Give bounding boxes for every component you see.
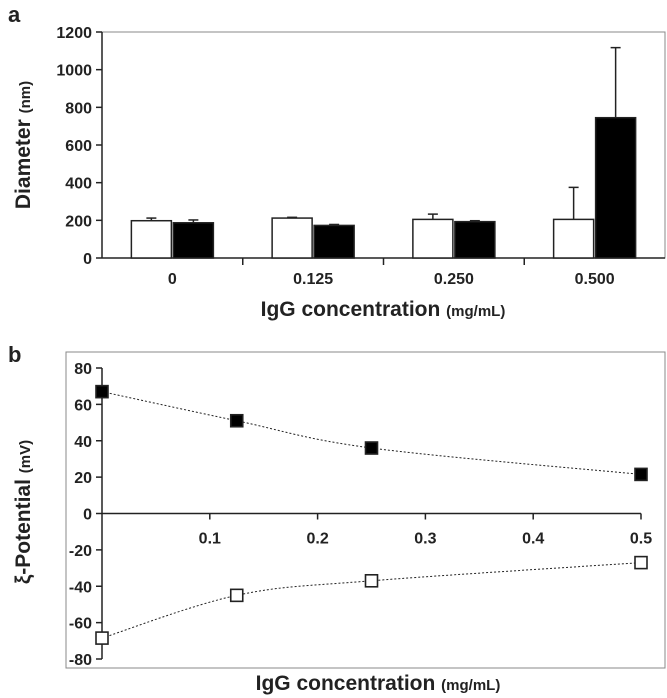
panel-a-y-tick-label: 1000 bbox=[56, 63, 92, 80]
panel-b-x-axis-title: IgG concentration (mg/mL) bbox=[256, 672, 501, 695]
panel-b-point-open bbox=[364, 573, 379, 588]
panel-a-x-tick-label: 0.500 bbox=[575, 271, 615, 288]
panel-b-y-tick-label: -80 bbox=[69, 652, 92, 669]
panel-b-y-tick-label: 0 bbox=[83, 507, 92, 524]
panel-b-y-axis-title: ξ-Potential (mV) bbox=[12, 440, 35, 584]
panel-b-y-tick-label: -60 bbox=[69, 616, 92, 633]
panel-b-series-line bbox=[101, 562, 642, 639]
panel-a-y-tick-label: 400 bbox=[65, 176, 92, 193]
panel-b-x-tick-label: 0.1 bbox=[199, 531, 221, 548]
panel-a-x-tick-label: 0.125 bbox=[293, 271, 333, 288]
panel-a-x-tick-label: 0.250 bbox=[434, 271, 474, 288]
panel-a-y-axis-title: Diameter (nm) bbox=[12, 81, 35, 209]
panel-a-bar bbox=[412, 218, 454, 259]
panel-b-y-tick-label: -20 bbox=[69, 543, 92, 560]
panel-b-x-tick-label: 0.2 bbox=[306, 531, 328, 548]
panel-b-y-tick-label: 80 bbox=[74, 361, 92, 378]
panel-a-bar bbox=[454, 220, 496, 259]
panel-a-bar bbox=[271, 217, 313, 259]
panel-b-point-open bbox=[229, 588, 244, 603]
panel-b-y-tick-label: -40 bbox=[69, 579, 92, 596]
panel-a-y-tick-label: 200 bbox=[65, 213, 92, 230]
panel-a-bar bbox=[594, 116, 637, 259]
panel-b-x-tick-label: 0.3 bbox=[414, 531, 436, 548]
panel-b-x-tick-label: 0.5 bbox=[630, 531, 652, 548]
panel-a-y-tick-label: 1200 bbox=[56, 25, 92, 42]
panel-b-scatter-chart: b ξ-Potential (mV) IgG concentration (mg… bbox=[8, 342, 666, 695]
panel-a-bar bbox=[172, 222, 215, 259]
panel-b-plot-frame bbox=[65, 351, 666, 669]
panel-a-bar-chart: a Diameter (nm) IgG concentration (mg/mL… bbox=[8, 2, 666, 321]
panel-b-point-filled bbox=[95, 384, 109, 399]
panel-a-x-axis-title: IgG concentration (mg/mL) bbox=[261, 298, 506, 321]
panel-a-letter: a bbox=[8, 2, 21, 27]
panel-a-y-tick-label: 0 bbox=[83, 251, 92, 268]
panel-b-y-tick-label: 60 bbox=[74, 397, 92, 414]
panel-b-point-filled bbox=[229, 413, 244, 428]
panel-b-y-tick-label: 40 bbox=[74, 434, 92, 451]
panel-b-y-tick-label: 20 bbox=[74, 470, 92, 487]
panel-b-point-open bbox=[95, 631, 109, 645]
panel-a-bar bbox=[552, 218, 595, 259]
panel-b-series-line bbox=[101, 391, 642, 475]
panel-b-point-filled bbox=[364, 441, 379, 455]
panel-a-bar bbox=[130, 219, 173, 259]
panel-a-bar bbox=[313, 224, 355, 259]
panel-b-x-tick-label: 0.4 bbox=[522, 531, 544, 548]
panel-b-letter: b bbox=[8, 342, 21, 367]
panel-a-y-tick-label: 600 bbox=[65, 138, 92, 155]
panel-b-point-filled bbox=[634, 467, 648, 482]
panel-a-x-tick-label: 0 bbox=[168, 271, 177, 288]
panel-a-y-tick-label: 800 bbox=[65, 100, 92, 117]
panel-b-point-open bbox=[634, 555, 648, 570]
